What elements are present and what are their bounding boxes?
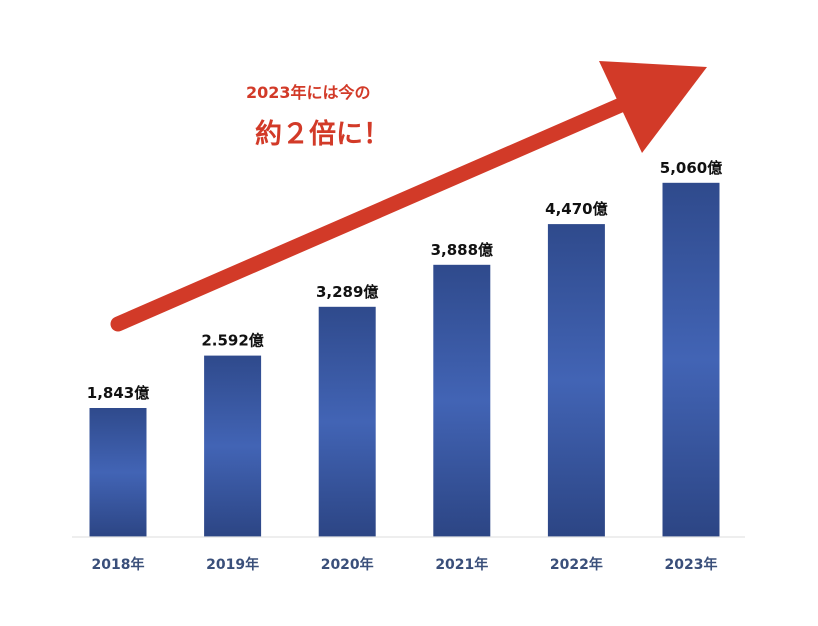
x-tick-label: 2023年 xyxy=(665,556,718,573)
x-tick-label: 2018年 xyxy=(92,556,145,573)
bar-2023年 xyxy=(662,182,720,538)
growth-arrow xyxy=(110,61,707,332)
bar-2021年 xyxy=(433,264,491,537)
bar-value-label: 4,470億 xyxy=(545,200,607,218)
bars-group xyxy=(89,182,720,538)
bar-value-label: 5,060億 xyxy=(660,159,722,177)
x-tick-label: 2020年 xyxy=(321,556,374,573)
bar-2022年 xyxy=(547,224,605,537)
x-tick-label: 2019年 xyxy=(206,556,259,573)
bar-value-label: 3,289億 xyxy=(316,283,378,301)
bar-value-label: 2.592億 xyxy=(201,332,263,350)
growth-arrow-shaft xyxy=(110,93,638,332)
bar-2019年 xyxy=(204,355,262,537)
bar-value-label: 3,888億 xyxy=(431,241,493,259)
annotation-line-1: 2023年には今の xyxy=(246,83,371,102)
bar-2018年 xyxy=(89,408,147,537)
annotation-line-2: 約２倍に！ xyxy=(255,118,390,150)
bar-labels-group: 1,843億 2.592億 3,289億 3,888億 4,470億 5,060億 xyxy=(87,159,722,402)
x-tick-labels-group: 2018年 2019年 2020年 2021年 2022年 2023年 xyxy=(92,556,718,573)
growth-arrow-head xyxy=(599,61,707,153)
x-tick-label: 2022年 xyxy=(550,556,603,573)
x-tick-label: 2021年 xyxy=(435,556,488,573)
bar-value-label: 1,843億 xyxy=(87,384,149,402)
bar-2020年 xyxy=(318,306,376,537)
